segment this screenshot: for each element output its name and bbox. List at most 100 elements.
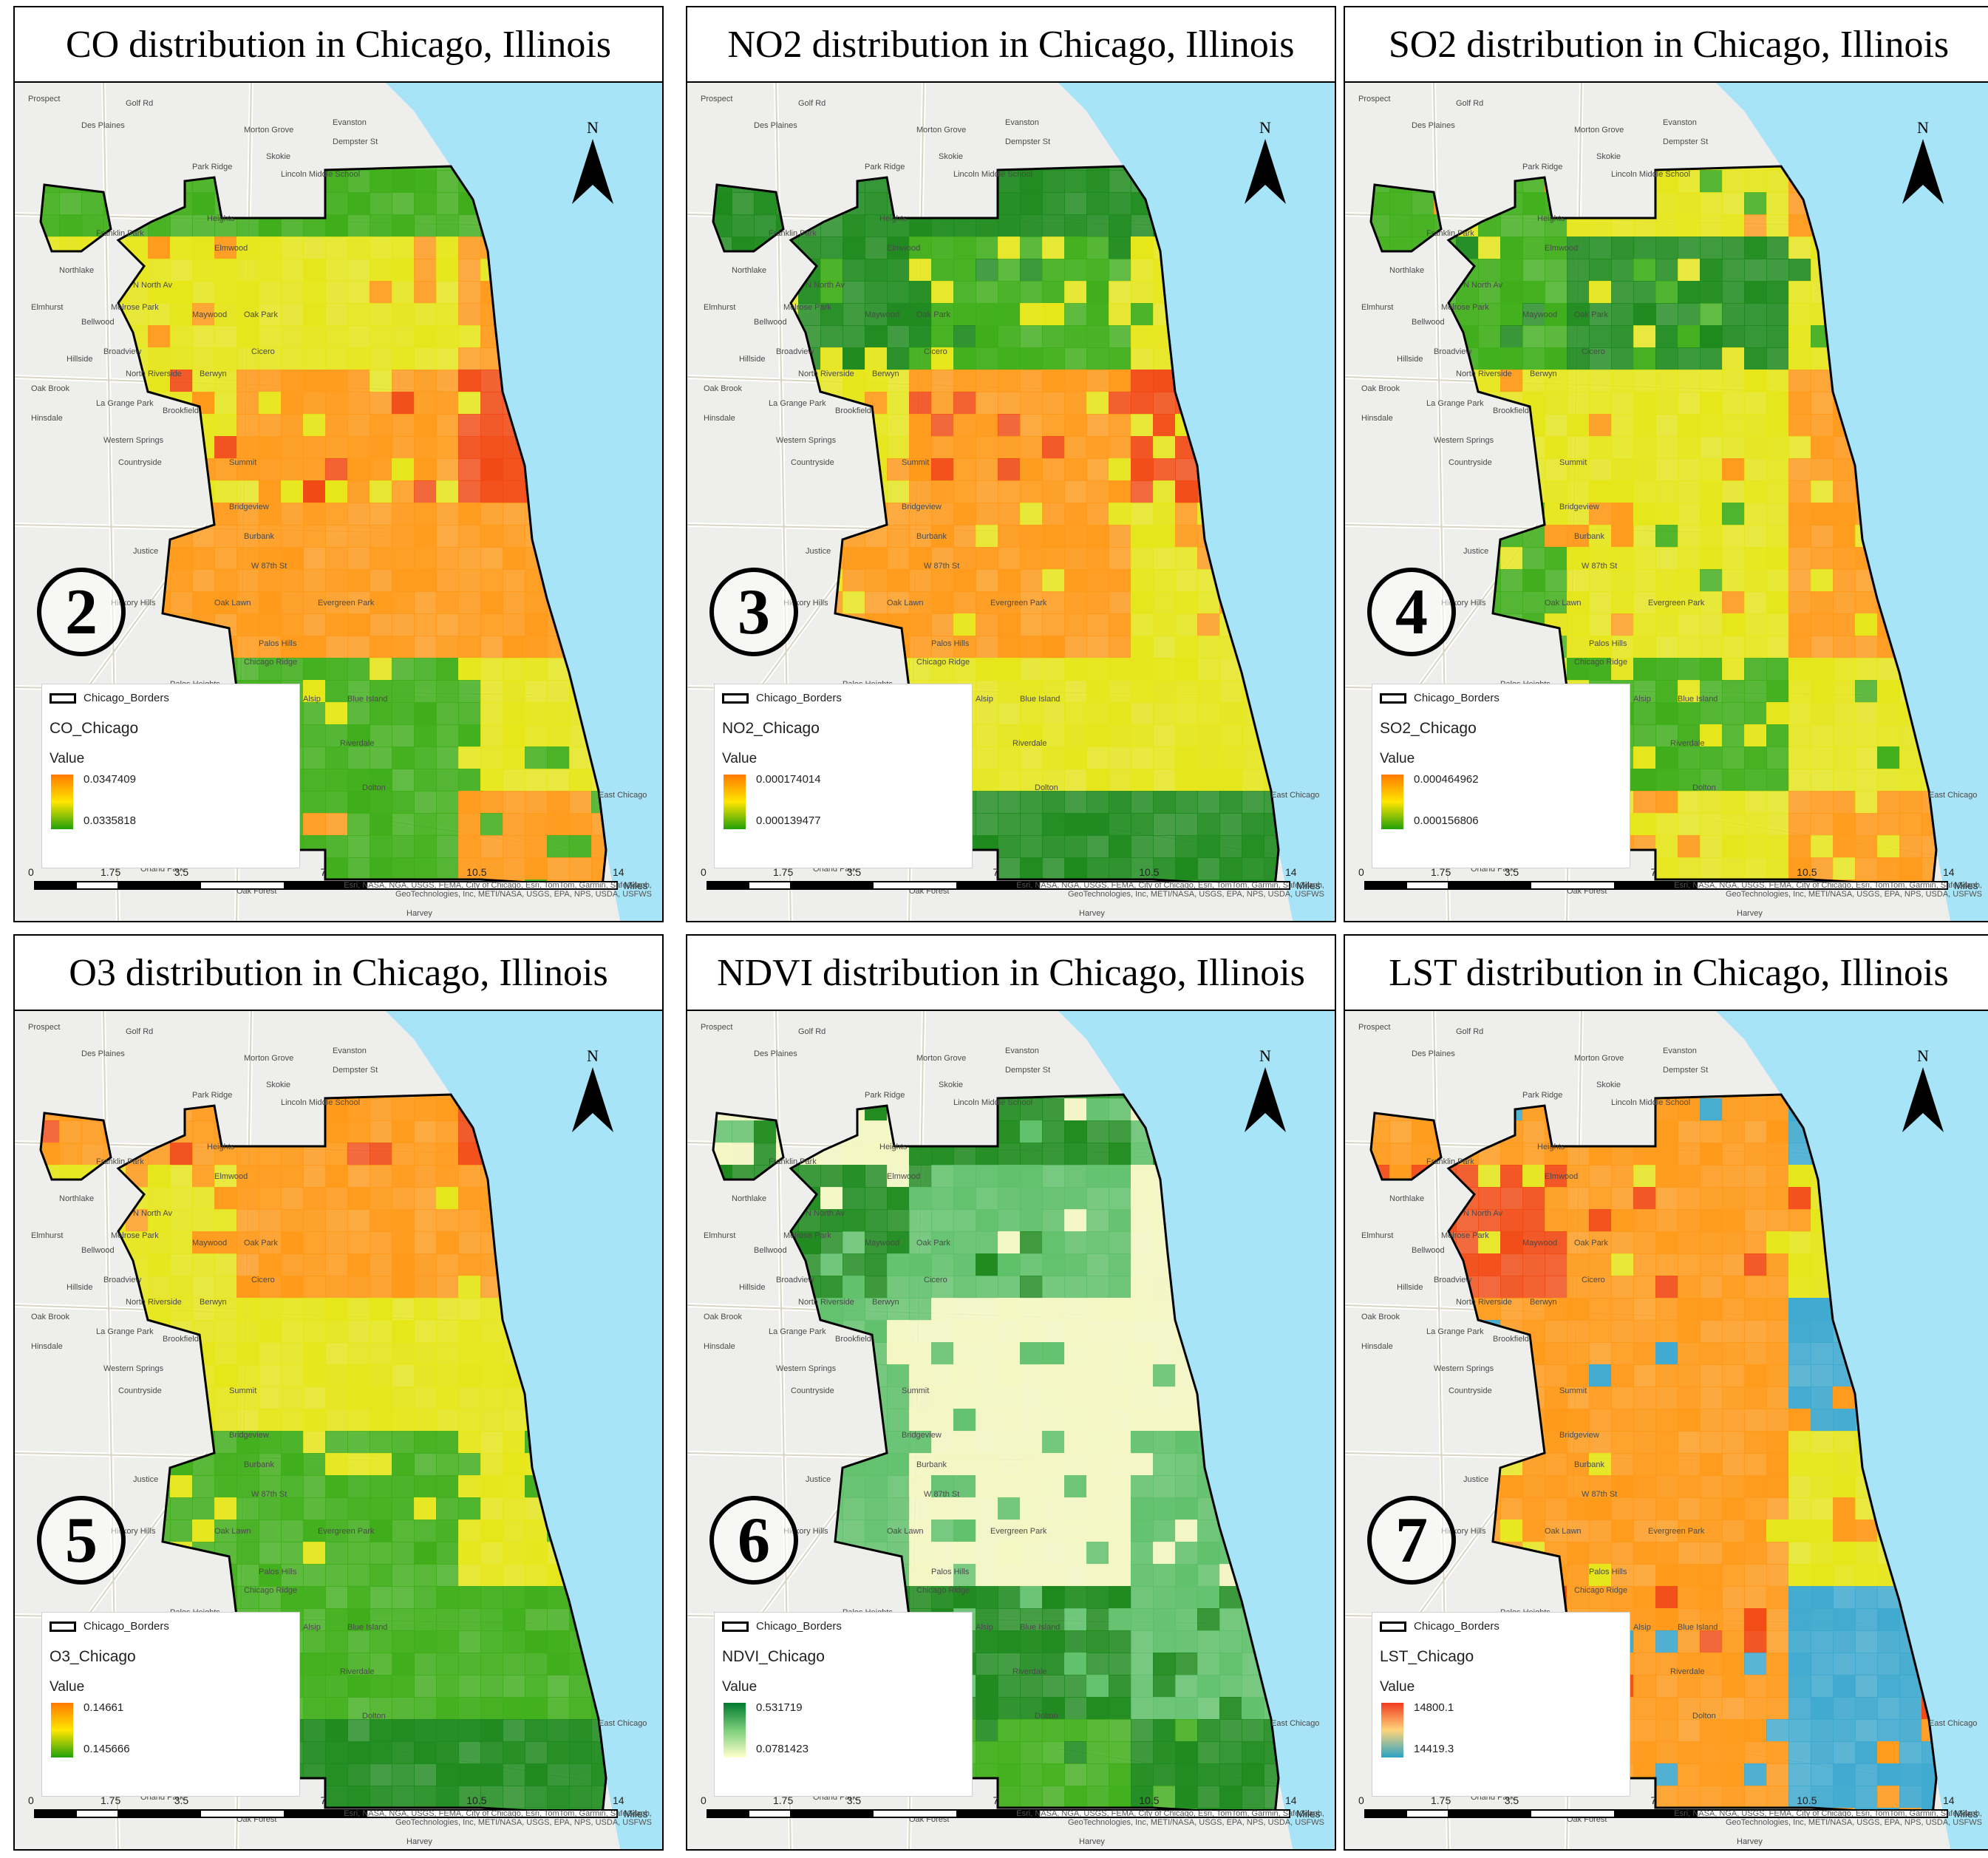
legend-min-value: 0.145666 [84,1743,130,1755]
raster-cell [820,370,843,392]
raster-cell [392,370,415,392]
raster-cell [503,480,525,503]
raster-cell [303,1520,326,1542]
raster-cell [909,636,932,659]
raster-cell [798,303,821,326]
place-label: Oak Park [244,310,278,319]
raster-cell [436,746,459,769]
raster-cell [458,1320,481,1343]
raster-cell [347,1630,370,1653]
raster-cell [976,259,998,282]
raster-cell [347,192,370,215]
raster-cell [1722,370,1745,392]
raster-cell [1811,392,1834,415]
scale-bar-segment [76,882,118,888]
legend-layer-name: CO_Chicago [50,720,139,737]
raster-cell [303,503,326,525]
raster-cell [392,1741,415,1764]
place-label: Bridgeview [229,1431,269,1440]
raster-cell [236,1231,259,1254]
raster-cell [436,835,459,858]
raster-cell [1567,458,1590,481]
raster-cell [998,680,1021,703]
raster-cell [547,746,570,769]
raster-cell [503,813,525,836]
raster-cell [303,680,326,703]
raster-cell [1131,503,1154,525]
raster-cell [1788,813,1811,836]
raster-cell [414,702,437,725]
raster-cell [1020,569,1043,592]
raster-cell [414,1431,437,1454]
place-label: Oak Park [1574,310,1608,319]
map-canvas[interactable] [687,81,1336,922]
raster-cell [1655,746,1678,769]
raster-cell [347,591,370,614]
raster-cell [325,1763,348,1786]
raster-cell [1811,835,1834,858]
raster-cell [347,724,370,747]
raster-cell [192,370,215,392]
raster-cell [1086,835,1109,858]
place-label: Northlake [1389,266,1425,275]
scale-bar-graphic [1364,881,1948,890]
raster-cell [436,791,459,814]
raster-cell [525,1608,548,1631]
raster-cell [1042,214,1065,237]
raster-cell [480,680,503,703]
raster-cell [1722,591,1745,614]
legend-color-ramp [51,775,73,829]
raster-cell [480,1564,503,1587]
raster-cell [1522,236,1545,259]
raster-cell [865,569,888,592]
raster-cell [236,1276,259,1299]
place-label: Western Springs [103,1364,164,1373]
raster-cell [1109,547,1131,570]
raster-cell [370,503,392,525]
raster-cell [325,347,348,370]
raster-cell [325,1697,348,1720]
raster-cell [842,236,865,259]
panel-number-badge: 4 [1367,568,1456,656]
raster-cell [1788,503,1811,525]
raster-cell [1131,613,1154,636]
raster-cell [1197,591,1220,614]
raster-cell [525,724,548,747]
raster-cell [1633,347,1656,370]
raster-cell [1633,436,1656,459]
raster-cell [192,1165,215,1188]
raster-cell [259,370,282,392]
place-label: Northlake [59,266,95,275]
raster-cell [1567,547,1590,570]
raster-cell [1109,813,1131,836]
raster-cell [414,658,437,681]
raster-cell [259,658,282,681]
raster-cell [480,1342,503,1365]
raster-cell [458,613,481,636]
raster-cell [236,1253,259,1276]
raster-cell [370,813,392,836]
scale-bar-segment [708,882,749,888]
raster-cell [414,1630,437,1653]
raster-cell [1788,525,1811,548]
raster-cell [236,1342,259,1365]
legend-min-value: 0.0335818 [84,814,136,827]
scale-bar-segment [367,1811,616,1817]
panel-number-badge: 5 [37,1496,126,1585]
raster-cell [214,1253,237,1276]
raster-cell [1086,166,1109,171]
raster-cell [436,857,459,880]
raster-cell [503,503,525,525]
raster-cell [1109,613,1131,636]
raster-cell [1833,702,1856,725]
raster-cell [1109,347,1131,370]
raster-cell [998,702,1021,725]
raster-cell [480,1719,503,1742]
raster-cell [1153,392,1176,415]
raster-cell [281,1497,304,1520]
raster-cell [1545,458,1567,481]
place-label: W 87th St [1582,562,1618,571]
raster-cell [392,591,415,614]
raster-cell [458,1298,481,1321]
map-canvas[interactable] [15,81,664,922]
